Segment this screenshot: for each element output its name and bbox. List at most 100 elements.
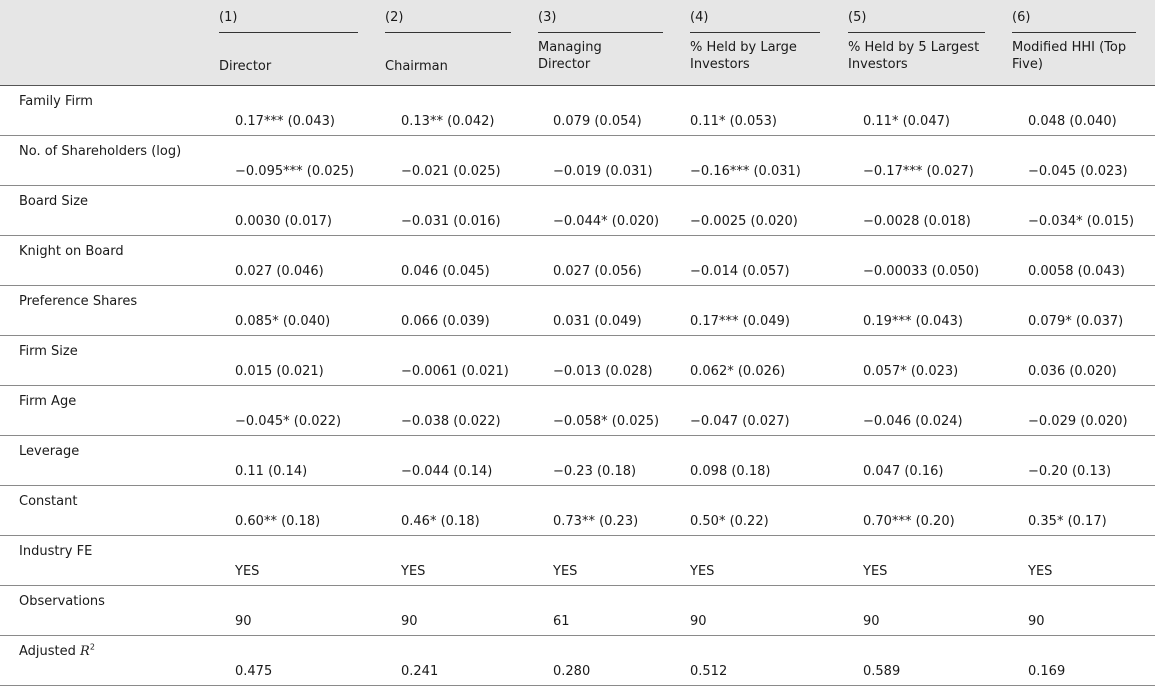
table-cell: −0.0028 (0.018) bbox=[863, 214, 971, 229]
column-rule bbox=[538, 32, 663, 33]
row-label: Constant bbox=[19, 494, 78, 509]
row-label: Leverage bbox=[19, 444, 80, 459]
table-cell: −0.095*** (0.025) bbox=[235, 164, 355, 179]
table-header: (1) Director (2) Chairman (3) Managing D… bbox=[0, 0, 1155, 86]
table-cell: −0.0025 (0.020) bbox=[690, 214, 798, 229]
table-cell: 0.11* (0.053) bbox=[690, 114, 777, 129]
column-title: Modified HHI (Top Five) bbox=[1012, 40, 1127, 72]
table-cell: YES bbox=[401, 564, 426, 579]
table-row: Firm Size 0.015 (0.021) −0.0061 (0.021) −0.… bbox=[0, 336, 1155, 386]
table-cell: 0.241 bbox=[401, 664, 439, 679]
table-cell: 0.589 bbox=[863, 664, 901, 679]
table-cell: −0.20 (0.13) bbox=[1028, 464, 1112, 479]
table-cell: −0.0061 (0.021) bbox=[401, 364, 509, 379]
table-row: Firm Age −0.045* (0.022) −0.038 (0.022) −0.… bbox=[0, 386, 1155, 436]
table-cell: −0.034* (0.015) bbox=[1028, 214, 1135, 229]
table-cell: 0.057* (0.023) bbox=[863, 364, 959, 379]
table-cell: 90 bbox=[401, 614, 418, 629]
table-row: Preference Shares 0.085* (0.040) 0.066 (0.… bbox=[0, 286, 1155, 336]
row-label: Firm Size bbox=[19, 344, 78, 359]
table-cell: YES bbox=[690, 564, 715, 579]
table-cell: −0.021 (0.025) bbox=[401, 164, 501, 179]
table-cell: 0.280 bbox=[553, 664, 591, 679]
table-cell: −0.047 (0.027) bbox=[690, 414, 790, 429]
table-cell: 0.085* (0.040) bbox=[235, 314, 331, 329]
column-title: Director bbox=[219, 59, 272, 74]
table-cell: −0.23 (0.18) bbox=[553, 464, 637, 479]
column-rule bbox=[385, 32, 511, 33]
table-row: Leverage 0.11 (0.14) −0.044 (0.14) −0.23 (0… bbox=[0, 436, 1155, 486]
row-label: Board Size bbox=[19, 194, 89, 209]
column-rule bbox=[848, 32, 985, 33]
column-title: Managing Director bbox=[538, 40, 602, 72]
row-label: Industry FE bbox=[19, 544, 93, 559]
column-rule bbox=[219, 32, 358, 33]
table-cell: 0.079 (0.054) bbox=[553, 114, 642, 129]
table-cell: 0.60** (0.18) bbox=[235, 514, 321, 529]
table-cell: −0.045 (0.023) bbox=[1028, 164, 1128, 179]
row-label: Observations bbox=[19, 594, 105, 609]
table-cell: −0.014 (0.057) bbox=[690, 264, 790, 279]
table-cell: 0.0030 (0.017) bbox=[235, 214, 332, 229]
table-cell: 0.0058 (0.043) bbox=[1028, 264, 1125, 279]
table-cell: 0.19*** (0.043) bbox=[863, 314, 963, 329]
table-cell: −0.044* (0.020) bbox=[553, 214, 660, 229]
row-label: Family Firm bbox=[19, 94, 93, 109]
table-cell: −0.058* (0.025) bbox=[553, 414, 660, 429]
table-cell: YES bbox=[235, 564, 260, 579]
table-cell: 0.066 (0.039) bbox=[401, 314, 490, 329]
table-cell: 0.35* (0.17) bbox=[1028, 514, 1107, 529]
table-cell: YES bbox=[863, 564, 888, 579]
table-cell: −0.17*** (0.027) bbox=[863, 164, 974, 179]
table-cell: 0.079* (0.037) bbox=[1028, 314, 1124, 329]
table-cell: 0.036 (0.020) bbox=[1028, 364, 1117, 379]
table-cell: 0.50* (0.22) bbox=[690, 514, 769, 529]
table-cell: 0.169 bbox=[1028, 664, 1066, 679]
table-cell: −0.013 (0.028) bbox=[553, 364, 653, 379]
column-number: (5) bbox=[848, 10, 867, 25]
table-cell: 0.027 (0.056) bbox=[553, 264, 642, 279]
table-row: Family Firm 0.17*** (0.043) 0.13** (0.042)… bbox=[0, 86, 1155, 136]
table-cell: 0.062* (0.026) bbox=[690, 364, 786, 379]
row-label: No. of Shareholders (log) bbox=[19, 144, 182, 159]
table-cell: 0.047 (0.16) bbox=[863, 464, 944, 479]
column-rule bbox=[690, 32, 820, 33]
table-cell: 90 bbox=[863, 614, 880, 629]
column-title: Chairman bbox=[385, 59, 448, 74]
table-row: Board Size 0.0030 (0.017) −0.031 (0.016) −0… bbox=[0, 186, 1155, 236]
table-row: Knight on Board 0.027 (0.046) 0.046 (0.045… bbox=[0, 236, 1155, 286]
table-cell: 0.512 bbox=[690, 664, 728, 679]
table-row: Adjusted R2 0.475 0.241 0.280 0.512 0.589 0.16… bbox=[0, 636, 1155, 686]
row-label: Adjusted R2 bbox=[19, 642, 95, 659]
table-cell: 0.046 (0.045) bbox=[401, 264, 490, 279]
table-cell: −0.045* (0.022) bbox=[235, 414, 342, 429]
table-cell: 61 bbox=[553, 614, 570, 629]
table-cell: −0.044 (0.14) bbox=[401, 464, 493, 479]
table-cell: 0.048 (0.040) bbox=[1028, 114, 1117, 129]
table-cell: YES bbox=[553, 564, 578, 579]
table-row: Observations 90 90 61 90 90 90 bbox=[0, 586, 1155, 636]
table-cell: 0.17*** (0.043) bbox=[235, 114, 335, 129]
table-row: No. of Shareholders (log) −0.095*** (0.02… bbox=[0, 136, 1155, 186]
table-cell: 90 bbox=[690, 614, 707, 629]
table-row: Constant 0.60** (0.18) 0.46* (0.18) 0.73** … bbox=[0, 486, 1155, 536]
table-cell: 0.027 (0.046) bbox=[235, 264, 324, 279]
table-cell: −0.038 (0.022) bbox=[401, 414, 501, 429]
table-cell: 0.475 bbox=[235, 664, 273, 679]
column-rule bbox=[1012, 32, 1136, 33]
table-cell: −0.029 (0.020) bbox=[1028, 414, 1128, 429]
table-cell: YES bbox=[1028, 564, 1053, 579]
table-cell: −0.046 (0.024) bbox=[863, 414, 963, 429]
table-cell: 90 bbox=[1028, 614, 1045, 629]
table-cell: 0.11 (0.14) bbox=[235, 464, 308, 479]
table-cell: 0.015 (0.021) bbox=[235, 364, 324, 379]
table-cell: −0.00033 (0.050) bbox=[863, 264, 980, 279]
row-label: Knight on Board bbox=[19, 244, 124, 259]
column-number: (6) bbox=[1012, 10, 1031, 25]
table-cell: −0.019 (0.031) bbox=[553, 164, 653, 179]
table-row: Industry FE YES YES YES YES YES YES bbox=[0, 536, 1155, 586]
table-cell: 0.46* (0.18) bbox=[401, 514, 480, 529]
column-number: (1) bbox=[219, 10, 238, 25]
column-number: (4) bbox=[690, 10, 709, 25]
